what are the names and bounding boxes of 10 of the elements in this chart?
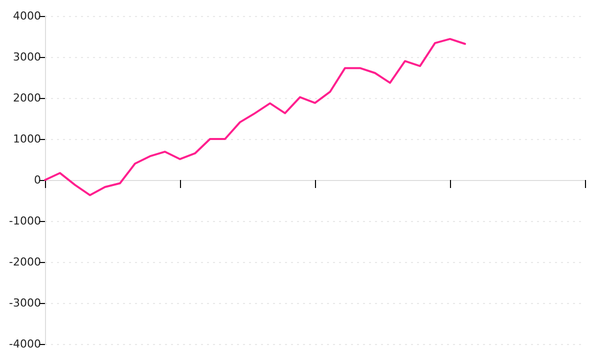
y-tick-label: 3000	[13, 50, 41, 64]
y-tick-label: -4000	[9, 338, 41, 350]
y-tick-label: 0	[34, 174, 41, 186]
y-tick-label: -3000	[9, 296, 41, 310]
y-tick-label: 4000	[13, 10, 41, 22]
line-series	[44, 38, 466, 196]
y-tick-label: -2000	[9, 256, 41, 268]
y-tick-label: 1000	[13, 132, 41, 146]
y-tick-label: -1000	[9, 214, 41, 228]
y-tick-label: 2000	[13, 92, 41, 104]
